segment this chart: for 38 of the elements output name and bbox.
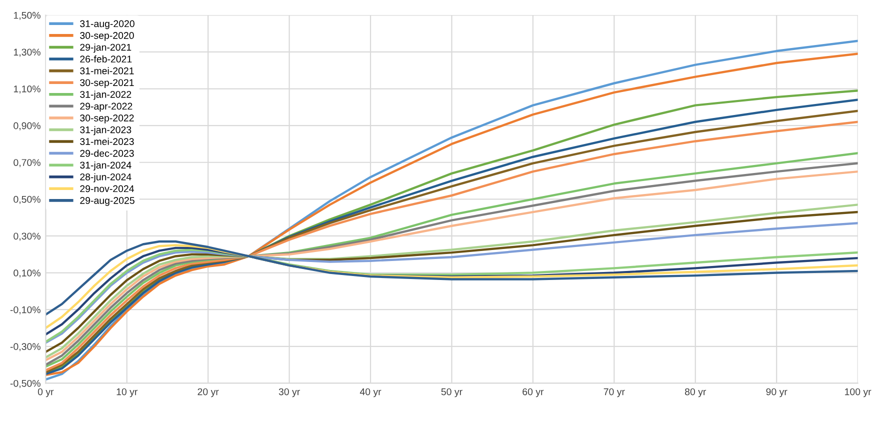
x-tick-label: 90 yr xyxy=(766,388,788,398)
y-tick-label: 0,50% xyxy=(14,196,40,204)
x-tick-label: 20 yr xyxy=(198,388,219,398)
y-tick-label: 1,30% xyxy=(14,48,40,57)
x-tick-label: 40 yr xyxy=(360,388,382,398)
legend-label: 31-aug-2020 xyxy=(80,20,134,30)
y-tick-label: 1,10% xyxy=(14,86,40,94)
legend-label: 30-sep-2022 xyxy=(80,114,134,124)
y-tick-label: 0,90% xyxy=(14,122,40,130)
legend-label: 31-jan-2024 xyxy=(80,161,132,170)
legend-label: 29-dec-2023 xyxy=(80,150,134,157)
x-tick-label: 30 yr xyxy=(278,388,300,398)
legend-label: 31-jan-2022 xyxy=(80,90,132,100)
legend-label: 31-jan-2023 xyxy=(80,126,132,136)
y-tick-label: -0,30% xyxy=(10,343,40,352)
legend-label: 28-jun-2024 xyxy=(80,173,132,182)
x-tick-label: 10 yr xyxy=(116,388,138,398)
legend-label: 29-aug-2025 xyxy=(80,197,134,206)
legend-label: 31-mei-2021 xyxy=(80,67,134,74)
legend-label: 30-sep-2020 xyxy=(80,32,134,41)
legend-label: 29-nov-2024 xyxy=(80,185,134,192)
x-tick-label: 70 yr xyxy=(604,388,625,398)
y-tick-label: 0,30% xyxy=(14,232,40,241)
x-tick-label: 0 yr xyxy=(38,388,54,398)
legend-label: 31-mei-2023 xyxy=(80,138,134,146)
legend-label: 26-feb-2021 xyxy=(80,55,132,63)
y-tick-label: -0,50% xyxy=(10,380,40,388)
x-tick-label: 50 yr xyxy=(441,388,462,398)
legend-label: 30-sep-2021 xyxy=(80,79,134,88)
y-tick-label: 1,50% xyxy=(14,12,40,20)
y-tick-label: 0,70% xyxy=(14,159,40,168)
x-tick-label: 100 yr xyxy=(845,388,872,398)
legend-label: 29-apr-2022 xyxy=(80,102,132,112)
y-tick-label: 0,10% xyxy=(14,270,40,278)
x-tick-label: 60 yr xyxy=(522,388,544,398)
legend-label: 29-jan-2021 xyxy=(80,44,132,53)
x-tick-label: 80 yr xyxy=(684,388,706,398)
y-tick-label: -0,10% xyxy=(10,306,40,314)
